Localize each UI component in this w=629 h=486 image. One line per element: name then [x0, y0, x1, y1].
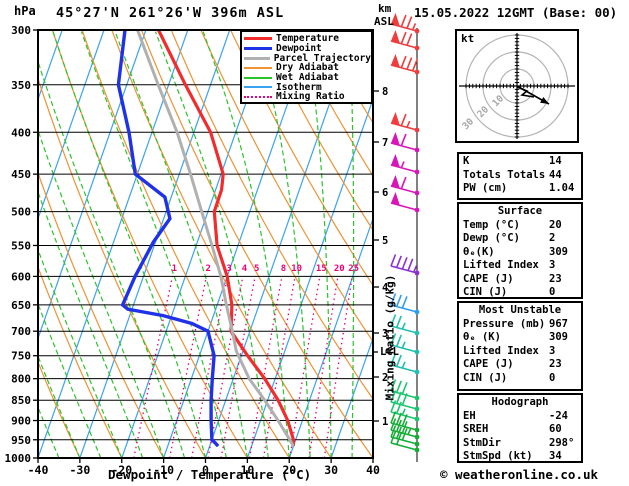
index-row: θₑ (K) 309 — [463, 331, 568, 343]
dry-adiabat-line-sample — [244, 66, 272, 69]
index-row: Pressure (mb) 967 — [463, 317, 568, 330]
svg-text:15: 15 — [316, 264, 327, 274]
svg-text:2: 2 — [205, 264, 210, 274]
index-row: CIN (J) 0 — [463, 371, 556, 384]
svg-text:20: 20 — [282, 463, 296, 477]
panel-header: Surface — [497, 205, 543, 217]
index-row: PW (cm) 1.04 — [463, 182, 575, 194]
svg-text:600: 600 — [11, 270, 31, 283]
svg-text:950: 950 — [11, 434, 31, 447]
svg-text:650: 650 — [11, 299, 31, 312]
index-row: CAPE (J) 23 — [463, 358, 562, 370]
svg-text:1: 1 — [382, 416, 388, 428]
run-date: 15.05.2022 12GMT (Base: 00) — [414, 5, 618, 20]
isotherm-line-sample — [244, 86, 272, 89]
stability-indices-panel: K 14 Totals Totals 44 PW (cm) 1.04 — [457, 152, 583, 200]
asl-axis-label: ASL — [374, 15, 394, 28]
svg-text:-10: -10 — [153, 463, 174, 477]
svg-text:1000: 1000 — [5, 452, 32, 465]
index-row: SREH 60 — [463, 423, 562, 435]
svg-text:10: 10 — [291, 264, 302, 274]
svg-text:10: 10 — [490, 93, 506, 109]
index-row: EH -24 — [463, 409, 568, 422]
svg-text:300: 300 — [11, 24, 31, 37]
hodograph-panel: Hodograph EH -24 SREH 60 StmDir 298° StmSpd… — [457, 393, 583, 463]
index-row: StmDir 298° — [463, 436, 575, 449]
svg-text:20: 20 — [334, 264, 345, 274]
most-unstable-panel: Most Unstable Pressure (mb) 967 θₑ (K) 309… — [457, 301, 583, 391]
index-row: Lifted Index 3 — [463, 259, 556, 271]
legend-item: Mixing Ratio — [244, 92, 371, 102]
legend-item: Parcel Trajectory — [244, 53, 371, 63]
index-row: Lifted Index 3 — [463, 344, 556, 357]
svg-text:450: 450 — [11, 168, 31, 181]
svg-text:5: 5 — [382, 235, 388, 247]
svg-text:3: 3 — [226, 264, 231, 274]
svg-text:500: 500 — [11, 206, 31, 219]
svg-text:1: 1 — [172, 264, 177, 274]
svg-text:400: 400 — [11, 126, 31, 139]
svg-text:4: 4 — [242, 264, 248, 274]
svg-text:3: 3 — [382, 328, 388, 340]
hodograph-unit-label: kt — [461, 32, 475, 45]
page-title: 45°27'N 261°26'W 396m ASL — [56, 5, 285, 21]
legend: Temperature Dewpoint Parcel Trajectory D… — [240, 30, 373, 104]
surface-panel: Surface Temp (°C) 20 Dewp (°C) 2 θₑ(K) 309 … — [457, 202, 583, 299]
svg-text:30: 30 — [324, 463, 338, 477]
km-axis-label: km — [378, 2, 392, 15]
mixing-ratio-axis-title: Mixing Ratio (g/kg) — [383, 274, 397, 401]
lcl-marker-label: LCL — [380, 346, 399, 358]
svg-text:8: 8 — [281, 264, 286, 274]
temperature-axis-title: Dewpoint / Temperature (°C) — [108, 467, 312, 482]
legend-item: Wet Adiabat — [244, 73, 371, 83]
pressure-axis-unit: hPa — [14, 4, 36, 18]
dewpoint-line-sample — [244, 47, 272, 51]
svg-text:900: 900 — [11, 415, 31, 428]
legend-item: Temperature — [244, 34, 371, 44]
temperature-line-sample — [244, 37, 272, 41]
index-row: Temp (°C) 20 — [463, 218, 562, 231]
mixing-ratio-line-sample — [244, 95, 272, 98]
index-row: Dewp (°C) 2 — [463, 232, 556, 244]
svg-text:800: 800 — [11, 373, 31, 386]
svg-text:750: 750 — [11, 350, 31, 363]
svg-text:550: 550 — [11, 239, 31, 252]
panel-header: Hodograph — [491, 396, 549, 408]
svg-text:850: 850 — [11, 394, 31, 407]
index-row: K 14 — [463, 155, 562, 167]
index-row: StmSpd (kt) 34 — [463, 450, 562, 462]
parcel-line-sample — [244, 56, 270, 60]
legend-item: Dry Adiabat — [244, 63, 371, 73]
index-row: CAPE (J) 23 — [463, 272, 562, 285]
index-row: CIN (J) 0 — [463, 286, 556, 298]
svg-text:350: 350 — [11, 79, 31, 92]
svg-text:5: 5 — [254, 264, 259, 274]
svg-text:-20: -20 — [111, 463, 132, 477]
index-row: Totals Totals 44 — [463, 168, 562, 181]
panel-header: Most Unstable — [478, 304, 562, 316]
svg-text:2: 2 — [382, 372, 388, 384]
legend-item: Isotherm — [244, 82, 371, 92]
svg-text:25: 25 — [348, 264, 359, 274]
svg-text:8: 8 — [382, 86, 388, 98]
svg-text:0: 0 — [202, 463, 209, 477]
svg-text:700: 700 — [11, 325, 31, 338]
svg-text:10: 10 — [240, 463, 254, 477]
svg-text:4: 4 — [382, 282, 388, 294]
svg-text:40: 40 — [366, 463, 380, 477]
copyright: © weatheronline.co.uk — [440, 467, 599, 482]
svg-text:6: 6 — [382, 187, 388, 199]
svg-text:-30: -30 — [69, 463, 90, 477]
svg-text:-40: -40 — [28, 463, 49, 477]
svg-text:7: 7 — [382, 137, 388, 149]
index-row: θₑ(K) 309 — [463, 245, 568, 258]
svg-text:30: 30 — [460, 116, 476, 132]
legend-item: Dewpoint — [244, 44, 371, 54]
wet-adiabat-line-sample — [244, 76, 272, 79]
